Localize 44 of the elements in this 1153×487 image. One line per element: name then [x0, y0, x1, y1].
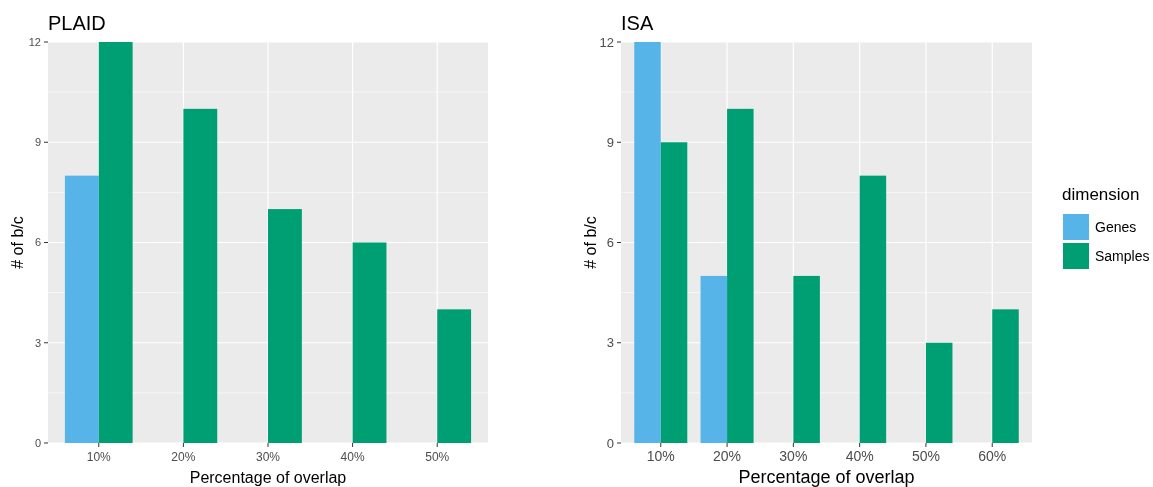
bar	[727, 108, 754, 443]
legend-label: Genes	[1095, 218, 1137, 235]
x-tick-label: 10%	[86, 450, 112, 464]
x-tick-label: 20%	[713, 448, 742, 464]
legend-title: dimension	[1062, 185, 1140, 204]
bar	[98, 42, 133, 443]
y-tick-label: 3	[34, 336, 41, 349]
bar	[700, 275, 728, 443]
y-tick-label: 0	[606, 435, 614, 451]
x-tick-label: 30%	[255, 450, 281, 464]
y-tick-label: 6	[606, 235, 614, 251]
bar	[268, 209, 302, 443]
bar	[64, 175, 99, 443]
y-axis-title: # of b/c	[9, 216, 26, 269]
y-tick-label: 0	[34, 436, 41, 449]
bar	[634, 42, 661, 443]
y-tick-label: 12	[599, 34, 614, 50]
y-axis-title: # of b/c	[582, 216, 599, 269]
legend-label: Samples	[1095, 247, 1150, 264]
y-tick-label: 3	[606, 335, 614, 351]
chart-title: ISA	[621, 12, 654, 34]
x-axis-title: Percentage of overlap	[738, 467, 915, 487]
x-tick-label: 50%	[911, 448, 940, 464]
y-tick-label: 9	[34, 136, 41, 149]
x-tick-label: 10%	[646, 448, 675, 464]
y-tick-label: 12	[28, 35, 41, 48]
x-tick-label: 40%	[340, 450, 365, 464]
x-axis-title: Percentage of overlap	[189, 469, 347, 486]
x-tick-label: 50%	[425, 450, 450, 464]
bar	[793, 275, 820, 443]
bar	[859, 175, 887, 443]
x-tick-label: 20%	[171, 450, 196, 464]
bar	[183, 108, 218, 443]
bar	[437, 309, 472, 443]
y-tick-label: 9	[606, 134, 614, 150]
y-tick-label: 6	[34, 236, 41, 249]
chart-title: PLAID	[48, 12, 106, 34]
bar	[992, 309, 1019, 443]
bar	[352, 242, 387, 443]
x-tick-label: 30%	[779, 448, 808, 464]
bar	[660, 142, 688, 443]
x-tick-label: 60%	[978, 448, 1007, 464]
bar	[925, 342, 953, 443]
x-tick-label: 40%	[845, 448, 874, 464]
